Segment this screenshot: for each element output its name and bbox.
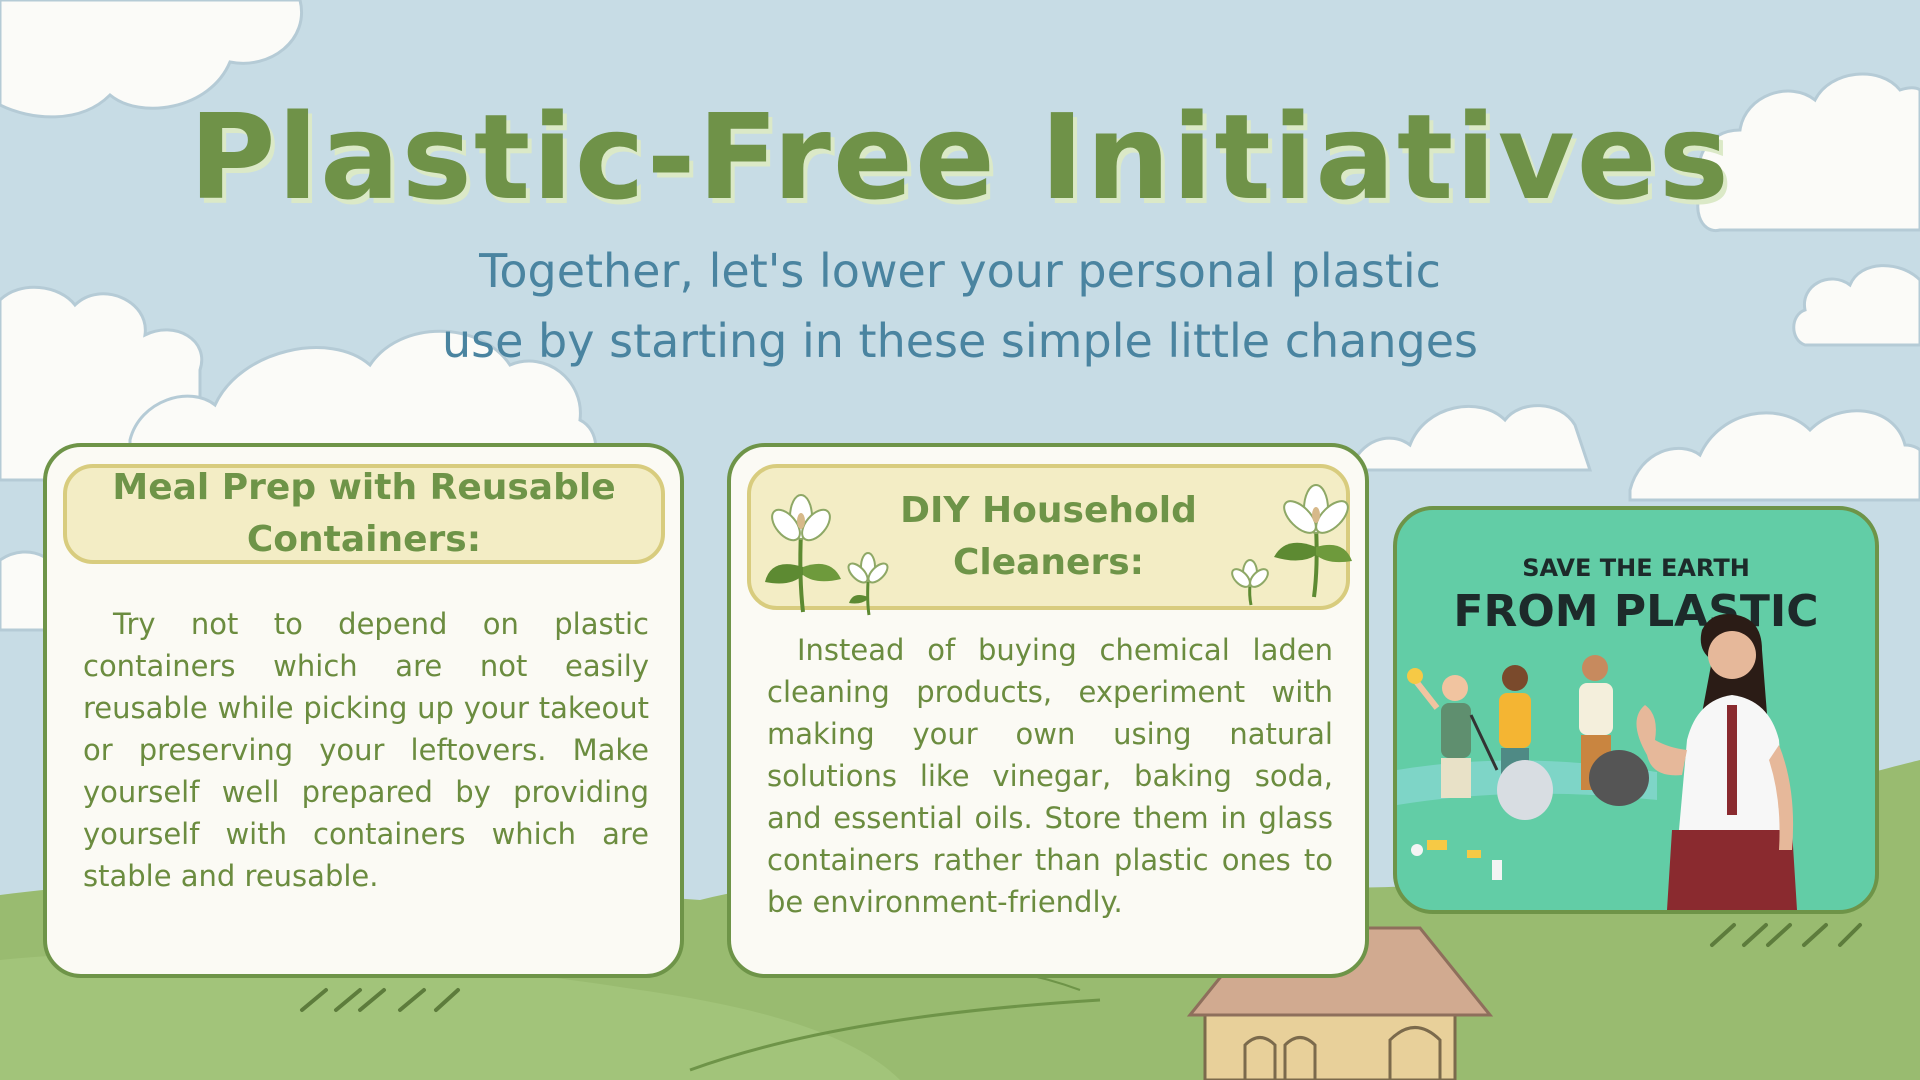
- card-diy-cleaners-body: Instead of buying chemical laden cleanin…: [767, 633, 1333, 919]
- subtitle-line-1: Together, let's lower your personal plas…: [479, 244, 1441, 298]
- card-meal-prep-heading: Meal Prep with Reusable Containers:: [63, 464, 665, 564]
- poster-line-2: FROM PLASTIC: [1453, 586, 1819, 637]
- card-diy-cleaners-heading-line-2: Cleaners:: [952, 542, 1145, 583]
- volunteers-illustration: [1397, 614, 1797, 910]
- hill-front-left: [0, 951, 900, 1080]
- clouds: [0, 0, 1920, 632]
- lotus-flower-icon: [765, 494, 889, 616]
- page-subtitle: Together, let's lower your personal plas…: [360, 236, 1560, 376]
- card-meal-prep-heading-line-1: Meal Prep with Reusable: [112, 467, 616, 508]
- cloud-top-right: [1696, 72, 1920, 232]
- page-title: Plastic-Free Initiatives: [189, 88, 1731, 226]
- card-diy-cleaners-heading-line-1: DIY Household: [900, 490, 1197, 531]
- cloud-right-middle: [1628, 409, 1920, 502]
- save-earth-poster: SAVE THE EARTH FROM PLASTIC: [1393, 506, 1879, 914]
- subtitle-line-2: use by starting in these simple little c…: [442, 314, 1478, 368]
- grass-strokes: [300, 923, 1862, 1012]
- card-diy-cleaners: DIY Household Cleaners: Instead of buyin…: [727, 443, 1369, 978]
- card-meal-prep: Meal Prep with Reusable Containers: Try …: [43, 443, 684, 978]
- cloud-center-right: [1347, 404, 1593, 472]
- card-meal-prep-body: Try not to depend on plastic containers …: [83, 607, 649, 893]
- hill-line: [689, 998, 1101, 1072]
- lotus-flower-icon: [1231, 484, 1352, 606]
- cloud-top-left: [0, 0, 303, 119]
- card-meal-prep-heading-line-2: Containers:: [246, 519, 482, 560]
- poster-line-1: SAVE THE EARTH: [1522, 554, 1750, 582]
- cloud-right-small: [1792, 264, 1920, 347]
- cloud-center-left: [128, 329, 598, 472]
